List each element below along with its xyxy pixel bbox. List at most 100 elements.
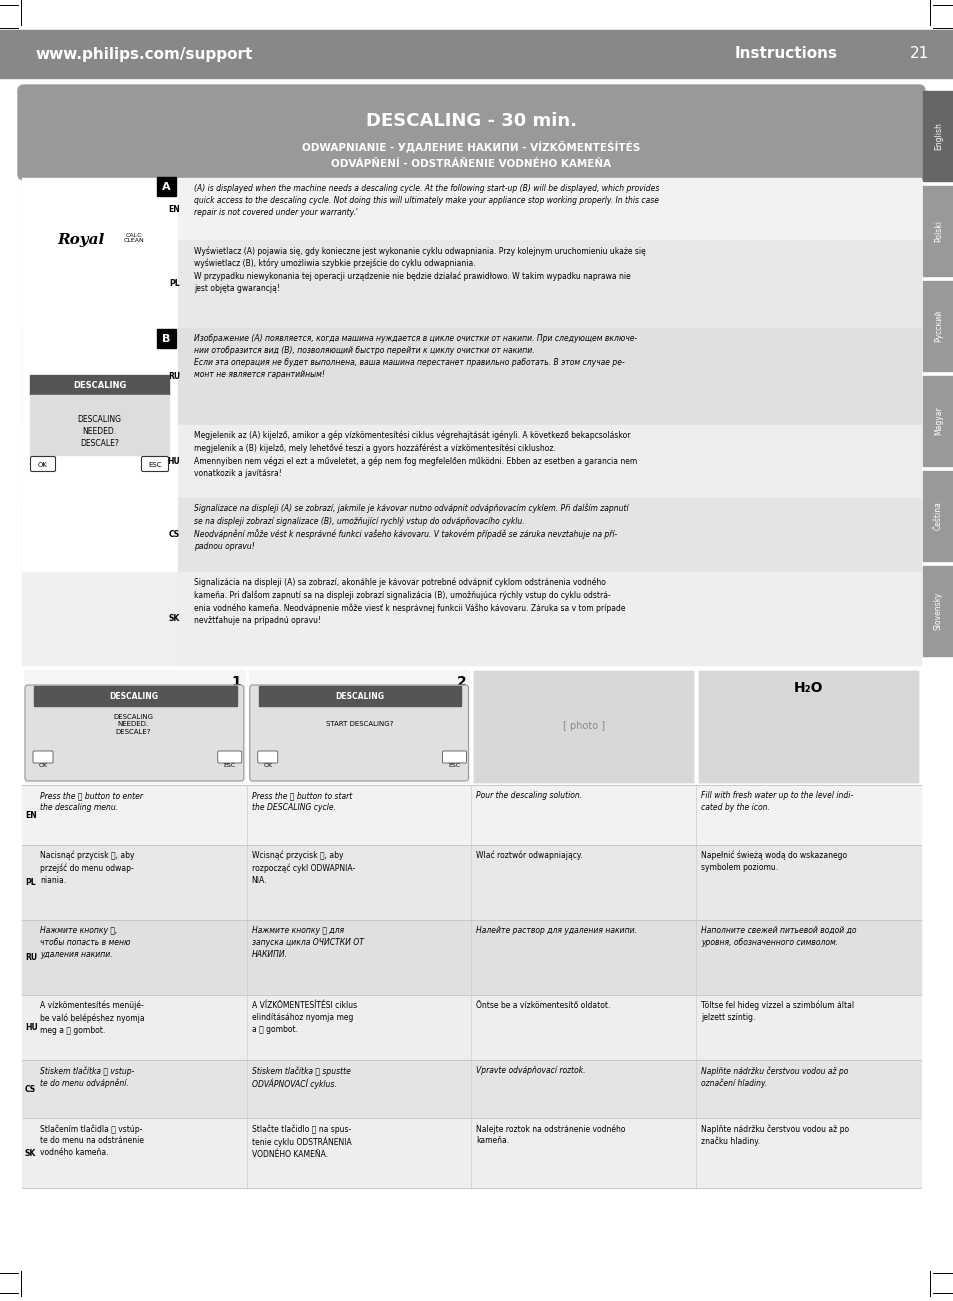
Text: PL: PL [170, 280, 180, 289]
Text: HU: HU [25, 1023, 38, 1032]
Bar [30, 375, 169, 396]
FancyBboxPatch shape [250, 686, 468, 781]
Text: Stlačením tlačidla Ⓜ vstúp-
te do menu na odstránenie
vodného kameňa.: Stlačením tlačidla Ⓜ vstúp- te do menu n… [40, 1124, 144, 1157]
Text: 2: 2 [456, 675, 466, 690]
Text: DESCALING - 30 min.: DESCALING - 30 min. [366, 112, 577, 130]
Text: Stlačte tlačidlo Ⓜ na spus-
tenie cyklu ODSTRÁNENIA
VODNÉHO KAMEŇA.: Stlačte tlačidlo Ⓜ na spus- tenie cyklu … [252, 1124, 351, 1159]
Text: ODVÁPŇENÍ - ODSTRÁŇENIE VODNÉHO KAMEŇA: ODVÁPŇENÍ - ODSTRÁŇENIE VODNÉHO KAMEŇA [331, 159, 611, 169]
Text: SK: SK [169, 614, 180, 623]
Bar [923, 186, 953, 276]
Text: RU: RU [168, 372, 180, 381]
Text: 3: 3 [680, 675, 690, 690]
Text: 1: 1 [232, 675, 241, 690]
Bar [22, 572, 177, 665]
Text: 21: 21 [909, 47, 928, 61]
Text: ESC: ESC [448, 764, 460, 769]
Text: www.philips.com/support: www.philips.com/support [35, 47, 253, 61]
Bar [22, 1060, 920, 1118]
Bar [22, 328, 920, 425]
Text: Fill with fresh water up to the level indi-
cated by the icon.: Fill with fresh water up to the level in… [700, 791, 853, 812]
Text: OK: OK [263, 764, 272, 769]
FancyBboxPatch shape [257, 751, 277, 762]
Bar [22, 995, 920, 1060]
Bar [698, 670, 918, 783]
Text: Stiskem tlačítka Ⓜ vstup-
te do menu odvápnění.: Stiskem tlačítka Ⓜ vstup- te do menu odv… [40, 1066, 134, 1088]
Bar [22, 846, 920, 920]
Text: Öntse be a vízkömentesítő oldatot.: Öntse be a vízkömentesítő oldatot. [476, 1000, 610, 1010]
Text: Naplňte nádržku čerstvou vodou až po
označení hladiny.: Naplňte nádržku čerstvou vodou až po ozn… [700, 1066, 848, 1088]
Text: OK: OK [38, 462, 48, 468]
Text: English: English [933, 122, 942, 150]
Text: Signalizace na displeji (A) se zobrazí, jakmile je kávovar nutno odvápnit odvápň: Signalizace na displeji (A) se zobrazí, … [193, 503, 628, 552]
Text: Magyar: Magyar [933, 407, 942, 436]
Text: Vpravte odvápňovací roztok.: Vpravte odvápňovací roztok. [476, 1066, 585, 1075]
Bar [699, 671, 917, 782]
Text: Wcisnąć przycisk Ⓜ, aby
rozpocząć cykl ODWAPNIA-
NIA.: Wcisnąć przycisk Ⓜ, aby rozpocząć cykl O… [252, 851, 355, 885]
Text: CALC
CLEAN: CALC CLEAN [123, 233, 144, 243]
Text: Нажмите кнопку Ⓜ,
чтобы попасть в меню
удаления накипи.: Нажмите кнопку Ⓜ, чтобы попасть в меню у… [40, 926, 131, 959]
Bar [923, 566, 953, 656]
Bar [22, 178, 920, 239]
Text: DESCALING: DESCALING [335, 692, 384, 701]
Bar [22, 1118, 920, 1188]
Bar [22, 785, 920, 846]
Text: Наполните свежей питьевой водой до
уровня, обозначенного символом.: Наполните свежей питьевой водой до уровн… [700, 926, 856, 947]
Text: DESCALING: DESCALING [72, 381, 126, 390]
Bar [474, 671, 693, 782]
Bar [923, 376, 953, 466]
Bar [22, 572, 920, 665]
Text: Stiskem tlačítka Ⓜ spustte
ODVÁPNOVACÍ cyklus.: Stiskem tlačítka Ⓜ spustte ODVÁPNOVACÍ c… [252, 1066, 351, 1089]
Text: Nalejte roztok na odstránenie vodného
kameňa.: Nalejte roztok na odstránenie vodného ka… [476, 1124, 625, 1145]
Bar [22, 178, 177, 328]
Bar [22, 920, 920, 995]
Text: DESCALING
NEEDED.
DESCALE?: DESCALING NEEDED. DESCALE? [77, 415, 121, 448]
Text: H₂O: H₂O [793, 680, 822, 695]
Bar [157, 329, 175, 347]
Text: ESC: ESC [148, 462, 162, 468]
FancyBboxPatch shape [33, 751, 53, 762]
Bar [923, 91, 953, 181]
Bar [249, 670, 469, 783]
Text: Polski: Polski [933, 220, 942, 242]
Text: Press the Ⓜ button to start
the DESCALING cycle.: Press the Ⓜ button to start the DESCALIN… [252, 791, 352, 812]
Text: Нажмите кнопку Ⓜ для
запуска цикла ОЧИСТКИ ОТ
НАКИПИ.: Нажмите кнопку Ⓜ для запуска цикла ОЧИСТ… [252, 926, 363, 959]
FancyBboxPatch shape [18, 85, 924, 180]
Bar [157, 177, 175, 196]
Text: CS: CS [169, 531, 180, 540]
Text: DESCALING: DESCALING [109, 692, 157, 701]
FancyBboxPatch shape [217, 751, 241, 762]
Text: A vízkömentesítés menüjé-
be való belépéshez nyomja
meg a Ⓜ gombot.: A vízkömentesítés menüjé- be való belépé… [40, 1000, 145, 1034]
Text: A: A [162, 182, 171, 193]
Text: Wlać roztwór odwapniający.: Wlać roztwór odwapniający. [476, 851, 582, 860]
Bar [258, 686, 461, 706]
Bar [34, 686, 236, 706]
Text: CS: CS [25, 1085, 36, 1094]
Text: Slovensky: Slovensky [933, 592, 942, 630]
Text: 4: 4 [905, 675, 915, 690]
FancyBboxPatch shape [442, 751, 466, 762]
Text: RU: RU [25, 954, 37, 961]
Text: [ photo ]: [ photo ] [562, 722, 604, 731]
Text: Töltse fel hideg vízzel a szimbólum által
jelzett szintig.: Töltse fel hideg vízzel a szimbólum álta… [700, 1000, 854, 1023]
Bar [24, 670, 245, 783]
Text: Wyświetlacz (A) pojawia się, gdy konieczne jest wykonanie cyklu odwapniania. Prz: Wyświetlacz (A) pojawia się, gdy koniecz… [193, 246, 645, 294]
Text: Signalizácia na displeji (A) sa zobrazí, akonáhle je kávovar potrebné odvápniť c: Signalizácia na displeji (A) sa zobrazí,… [193, 578, 625, 626]
Text: Pour the descaling solution.: Pour the descaling solution. [476, 791, 582, 800]
Text: EN: EN [168, 204, 180, 213]
Bar [0, 30, 953, 78]
Text: (A) is displayed when the machine needs a descaling cycle. At the following star: (A) is displayed when the machine needs … [193, 183, 659, 217]
Text: ESC: ESC [223, 764, 235, 769]
Bar [22, 425, 920, 498]
Bar [923, 281, 953, 371]
Text: Nacisnąć przycisk Ⓜ, aby
przejść do menu odwap-
niania.: Nacisnąć przycisk Ⓜ, aby przejść do menu… [40, 851, 134, 885]
Text: Čeština: Čeština [933, 502, 942, 531]
Bar [707, 688, 904, 770]
Text: PL: PL [25, 878, 35, 887]
Bar [22, 498, 920, 572]
FancyBboxPatch shape [25, 686, 244, 781]
Text: Изображение (A) появляется, когда машина нуждается в цикле очистки от накипи. Пр: Изображение (A) появляется, когда машина… [193, 334, 637, 380]
FancyBboxPatch shape [141, 457, 169, 471]
Text: OK: OK [38, 764, 48, 769]
FancyBboxPatch shape [30, 457, 55, 471]
Text: Napełnić świeżą wodą do wskazanego
symbolem poziomu.: Napełnić świeżą wodą do wskazanego symbo… [700, 851, 846, 872]
